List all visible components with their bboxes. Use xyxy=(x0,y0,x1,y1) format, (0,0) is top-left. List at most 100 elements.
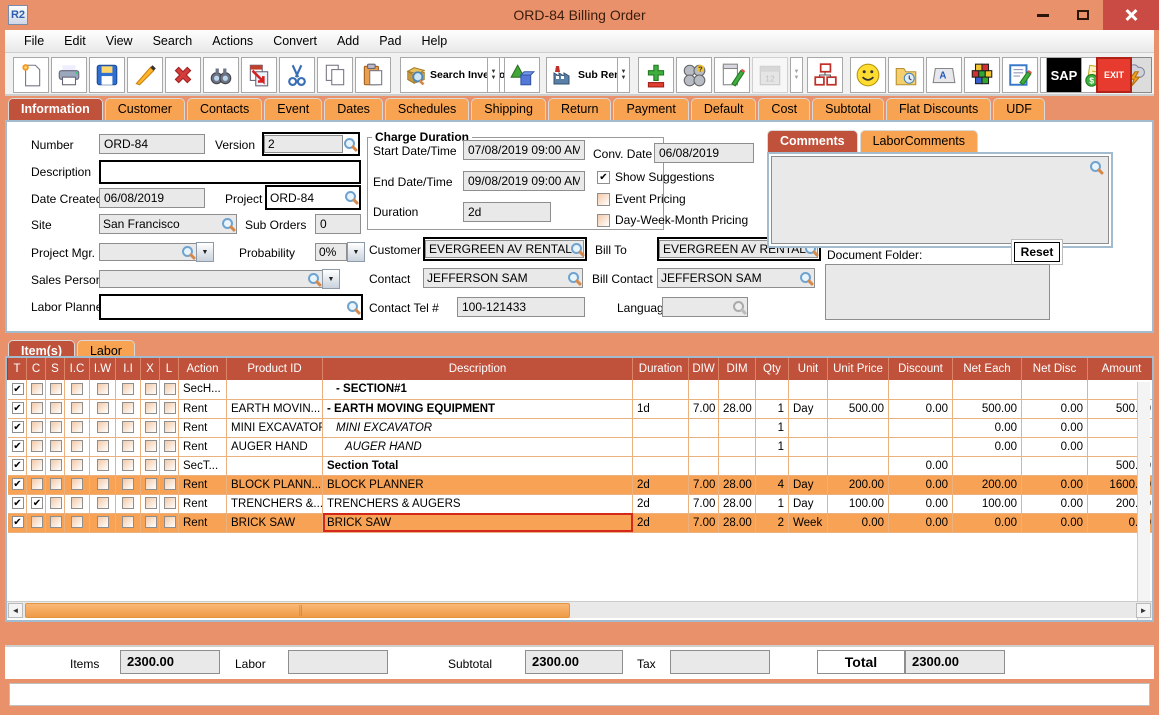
cell-net-disc[interactable]: 0.00 xyxy=(1021,418,1088,438)
cell-action[interactable]: Rent xyxy=(178,494,227,514)
column-header-description[interactable]: Description xyxy=(322,358,633,380)
column-header-i-i[interactable]: I.I xyxy=(115,358,141,380)
delete-button[interactable] xyxy=(165,57,201,93)
cell-diw[interactable] xyxy=(688,437,719,457)
column-header-diw[interactable]: DIW xyxy=(688,358,719,380)
cell-unit[interactable]: Day xyxy=(788,475,828,495)
row-checkbox[interactable] xyxy=(31,478,43,491)
copy-button[interactable] xyxy=(317,57,353,93)
row-checkbox[interactable] xyxy=(31,440,43,453)
search-inventory-button[interactable]: Search Inventory xyxy=(400,57,521,93)
cell-diw[interactable] xyxy=(688,456,719,476)
conv-date-input[interactable] xyxy=(654,143,754,163)
main-tab-2[interactable]: Contacts xyxy=(186,98,263,120)
cell-amount[interactable] xyxy=(1087,380,1152,400)
table-row-1[interactable]: ✔ Rent EARTH MOVIN... - EARTH MOVING EQUIPM… xyxy=(7,399,1152,419)
cell-net-each[interactable] xyxy=(952,380,1022,400)
new-document-button[interactable] xyxy=(13,57,49,93)
row-checkbox[interactable]: ✔ xyxy=(11,440,24,453)
project-mgr-search-icon[interactable] xyxy=(181,245,196,260)
comments-search-icon[interactable] xyxy=(1089,160,1104,175)
row-checkbox[interactable] xyxy=(122,497,134,510)
row-checkbox[interactable] xyxy=(31,516,43,529)
option-checkbox[interactable] xyxy=(597,192,610,206)
cell-description[interactable]: TRENCHERS & AUGERS xyxy=(322,494,633,514)
cell-unit-price[interactable] xyxy=(827,380,889,400)
maximize-button[interactable] xyxy=(1063,0,1103,30)
row-checkbox[interactable] xyxy=(164,459,176,472)
cell-unit-price[interactable]: 0.00 xyxy=(827,513,889,533)
row-checkbox[interactable] xyxy=(122,383,134,396)
menu-item-1[interactable]: Edit xyxy=(64,34,86,48)
row-checkbox[interactable] xyxy=(50,497,62,510)
cell-unit[interactable]: Day xyxy=(788,399,828,419)
cell-net-each[interactable]: 200.00 xyxy=(952,475,1022,495)
cell-product-id[interactable]: BLOCK PLANN... xyxy=(226,475,323,495)
vertical-scrollbar[interactable] xyxy=(1137,382,1150,620)
column-header-unit[interactable]: Unit xyxy=(788,358,828,380)
edit-pencil-button[interactable] xyxy=(127,57,163,93)
cell-duration[interactable] xyxy=(632,437,689,457)
cell-diw[interactable]: 7.00 xyxy=(688,494,719,514)
row-checkbox[interactable]: ✔ xyxy=(11,516,24,529)
scrollbar-thumb[interactable] xyxy=(25,603,570,618)
cell-unit[interactable] xyxy=(788,380,828,400)
table-row-2[interactable]: ✔ Rent MINI EXCAVATOR MINI EXCAVATOR 1 0.00 0.… xyxy=(7,418,1152,438)
cut-scissors-button[interactable] xyxy=(279,57,315,93)
cell-duration[interactable]: 1d xyxy=(632,399,689,419)
main-tab-6[interactable]: Shipping xyxy=(471,98,546,120)
search-inventory-dropdown[interactable]: ▼ ▼ xyxy=(487,57,500,93)
row-checkbox[interactable] xyxy=(50,516,62,529)
row-checkbox[interactable] xyxy=(50,421,62,434)
cell-dim[interactable] xyxy=(718,456,756,476)
cell-unit-price[interactable]: 100.00 xyxy=(827,494,889,514)
cell-qty[interactable] xyxy=(755,380,789,400)
cell-action[interactable]: Rent xyxy=(178,437,227,457)
probability-dropdown[interactable]: ▼ xyxy=(347,242,365,262)
comments-textarea[interactable] xyxy=(771,156,1109,244)
menu-item-3[interactable]: Search xyxy=(152,34,193,48)
column-header-unit-price[interactable]: Unit Price xyxy=(827,358,889,380)
pricing-option-0[interactable]: ✔ Show Suggestions xyxy=(597,170,714,184)
sales-person-dropdown[interactable]: ▼ xyxy=(322,269,340,289)
column-header-t[interactable]: T xyxy=(7,358,27,380)
cell-net-disc[interactable]: 0.00 xyxy=(1021,494,1088,514)
smiley-button[interactable] xyxy=(850,57,886,93)
sub-rent-dropdown[interactable]: ▼ ▼ xyxy=(617,57,630,93)
main-tab-12[interactable]: Flat Discounts xyxy=(886,98,992,120)
column-header-l[interactable]: L xyxy=(159,358,179,380)
row-checkbox[interactable]: ✔ xyxy=(11,402,24,415)
calendar-button[interactable]: 12 xyxy=(752,57,788,93)
folder-clock-button[interactable] xyxy=(888,57,924,93)
cell-dim[interactable]: 28.00 xyxy=(718,513,756,533)
column-header-amount[interactable]: Amount xyxy=(1087,358,1152,380)
cell-duration[interactable] xyxy=(632,418,689,438)
row-checkbox[interactable] xyxy=(122,478,134,491)
paste-button[interactable] xyxy=(355,57,391,93)
menu-item-8[interactable]: Help xyxy=(421,34,448,48)
column-header-qty[interactable]: Qty xyxy=(755,358,789,380)
cell-description[interactable]: Section Total xyxy=(322,456,633,476)
comments-tab-1[interactable]: LaborComments xyxy=(859,130,978,152)
row-checkbox[interactable] xyxy=(96,516,109,529)
cell-description[interactable]: MINI EXCAVATOR xyxy=(322,418,633,438)
cell-net-each[interactable]: 0.00 xyxy=(952,513,1022,533)
main-tab-8[interactable]: Payment xyxy=(613,98,689,120)
contact-search-icon[interactable] xyxy=(567,271,582,286)
cell-product-id[interactable] xyxy=(226,380,323,400)
row-checkbox[interactable] xyxy=(122,421,134,434)
cell-unit-price[interactable]: 200.00 xyxy=(827,475,889,495)
row-checkbox[interactable]: ✔ xyxy=(31,497,43,510)
cell-action[interactable]: SecT... xyxy=(178,456,227,476)
project-search-icon[interactable] xyxy=(344,190,359,205)
menu-item-7[interactable]: Pad xyxy=(379,34,402,48)
exit-button[interactable]: EXIT xyxy=(1096,57,1132,93)
cell-qty[interactable]: 1 xyxy=(755,399,789,419)
cell-qty[interactable]: 1 xyxy=(755,494,789,514)
cell-diw[interactable]: 7.00 xyxy=(688,399,719,419)
row-checkbox[interactable]: ✔ xyxy=(11,459,24,472)
cell-description[interactable]: - SECTION#1 xyxy=(322,380,633,400)
cell-discount[interactable] xyxy=(888,380,953,400)
cell-dim[interactable]: 28.00 xyxy=(718,475,756,495)
add-remove-button[interactable] xyxy=(638,57,674,93)
